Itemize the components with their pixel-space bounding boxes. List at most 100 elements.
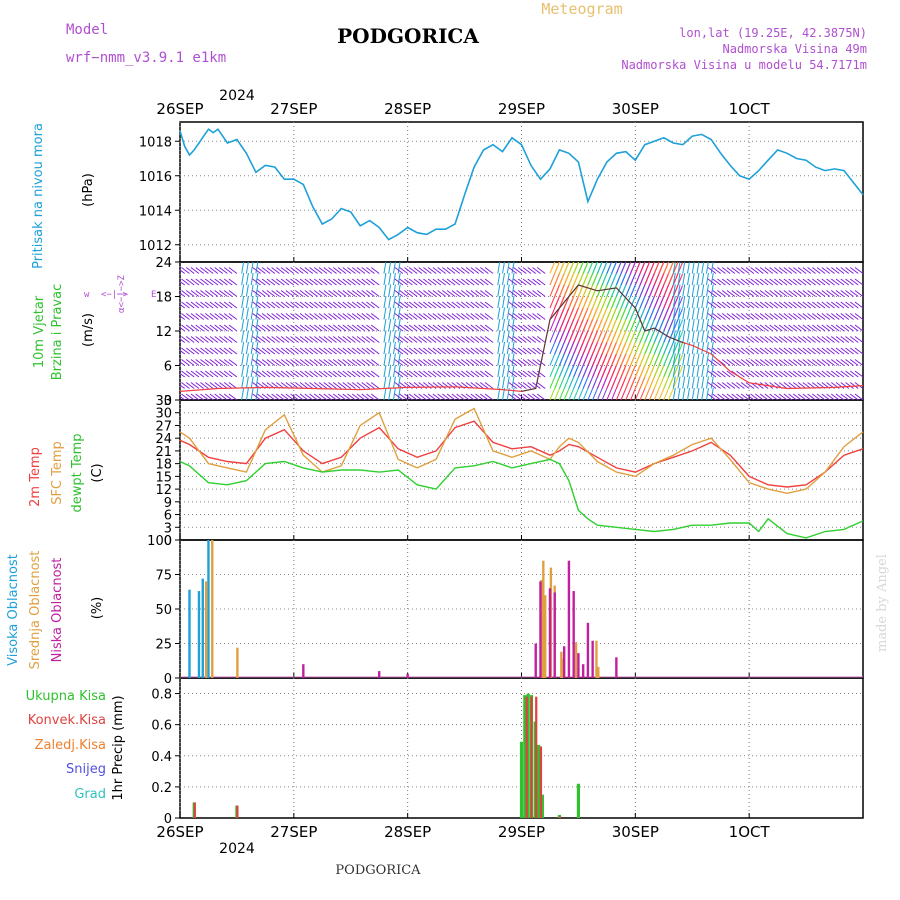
wind-arrow <box>180 318 181 320</box>
wind-arrow <box>759 347 769 355</box>
wind-arrow <box>522 290 532 297</box>
wind-arrow <box>257 370 266 378</box>
cloud-bar-mid <box>574 642 578 678</box>
bottom-date-label: 30SEP <box>612 823 659 841</box>
wind-arrow <box>221 262 223 263</box>
wind-arrow <box>200 290 209 297</box>
wind-arrow <box>347 290 356 297</box>
wind-arrow <box>245 387 249 400</box>
wind-arrow <box>219 324 228 332</box>
precip-bar-total <box>523 695 527 818</box>
wind-arrow <box>318 278 328 286</box>
wind-arrow <box>475 290 484 297</box>
wind-arrow <box>672 272 676 286</box>
wind-arrow <box>764 347 774 355</box>
wind-arrow <box>461 347 470 355</box>
precip-tick-label: 0.8 <box>151 688 172 703</box>
wind-arrow <box>245 284 249 297</box>
wind-arrow <box>299 347 309 355</box>
wind-arrow <box>470 336 480 343</box>
wind-arrow <box>283 262 285 263</box>
wind-arrow <box>821 336 831 343</box>
wind-arrow <box>399 347 408 355</box>
wind-arrow <box>721 382 731 389</box>
wind-arrow <box>783 290 793 297</box>
wind-arrow <box>290 267 299 274</box>
wind-arrow <box>497 330 501 343</box>
wind-arrow <box>845 393 854 400</box>
wind-arrow <box>188 262 190 263</box>
wind-arrow <box>687 295 691 309</box>
wind-arrow <box>536 301 546 309</box>
wind-arrow <box>769 336 778 343</box>
wind-arrow <box>511 353 515 366</box>
wind-arrow <box>356 313 366 320</box>
wind-legend-e: E <box>151 290 156 300</box>
wind-arrow <box>342 324 352 332</box>
wind-arrow <box>285 313 295 320</box>
wind-arrow <box>449 262 451 263</box>
wind-arrow <box>383 387 387 400</box>
wind-arrow <box>778 267 788 274</box>
wind-arrow <box>323 336 333 343</box>
wind-arrow <box>388 376 392 389</box>
wind-arrow <box>701 307 705 320</box>
wind-arrow <box>482 262 484 263</box>
wind-arrow <box>748 262 750 263</box>
wind-arrow <box>506 272 510 286</box>
wind-arrow <box>522 370 532 378</box>
wind-arrow <box>788 393 797 400</box>
wind-arrow <box>388 295 392 309</box>
wind-arrow <box>427 336 437 343</box>
wind-tick-label: 0 <box>164 394 172 409</box>
wind-arrow <box>290 370 299 378</box>
wind-arrow <box>399 313 408 320</box>
wind-arrow <box>276 313 285 320</box>
wind-arrow <box>271 301 280 309</box>
wind-arrow <box>672 376 676 389</box>
wind-arrow <box>399 359 408 366</box>
wind-arrow <box>423 370 432 378</box>
wind-arrow <box>442 336 451 343</box>
wind-arrow <box>408 278 418 286</box>
wind-arrow <box>826 278 835 286</box>
temperature-tick-label: 9 <box>164 496 172 511</box>
wind-arrow <box>316 262 318 263</box>
wind-arrow <box>826 393 835 400</box>
wind-arrow <box>611 262 613 263</box>
wind-arrow <box>696 387 700 400</box>
wind-arrow <box>475 393 484 400</box>
wind-arrow <box>527 393 537 400</box>
wind-arrow <box>347 324 356 332</box>
wind-arrow <box>245 376 249 389</box>
wind-arrow <box>204 290 214 297</box>
wind-arrow <box>854 290 863 297</box>
wind-arrow <box>701 272 705 286</box>
wind-arrow <box>745 267 755 274</box>
wind-arrow <box>821 324 831 332</box>
wind-arrow <box>672 341 676 355</box>
wind-arrow <box>497 353 501 366</box>
wind-arrow <box>323 370 333 378</box>
wind-arrow <box>318 324 328 332</box>
wind-arrow <box>228 393 238 400</box>
wind-arrow <box>413 278 423 286</box>
wind-arrow <box>745 336 755 343</box>
wind-arrow <box>845 370 854 378</box>
wind-arrow <box>266 267 276 274</box>
wind-tick-label: 6 <box>164 360 172 375</box>
wind-arrow <box>399 324 408 332</box>
wind-arrow <box>255 387 259 400</box>
wind-arrow <box>793 301 802 309</box>
wind-arrow <box>696 262 700 274</box>
wind-arrow <box>347 393 356 400</box>
wind-arrow <box>432 370 442 378</box>
wind-arrow <box>250 318 254 332</box>
wind-arrow <box>845 324 854 332</box>
wind-arrow <box>705 387 709 400</box>
wind-arrow <box>397 353 401 366</box>
wind-arrow <box>193 262 195 263</box>
wind-arrow <box>180 269 186 274</box>
wind-arrow <box>228 313 238 320</box>
